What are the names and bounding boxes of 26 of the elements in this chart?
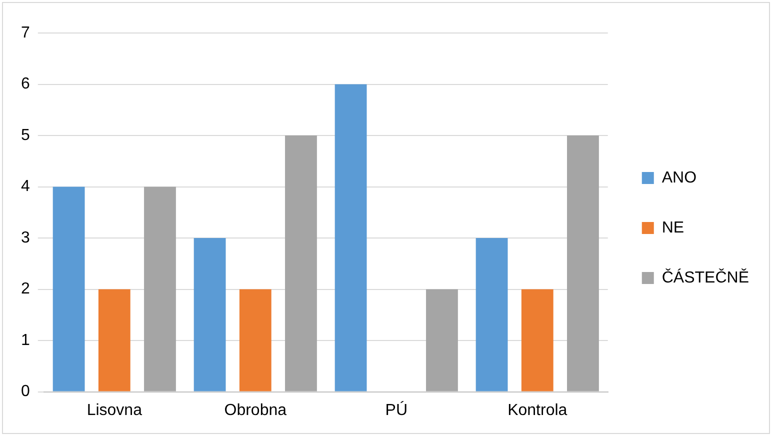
bar [334,84,367,392]
y-tick-label: 2 [20,280,30,298]
y-tick-label: 5 [20,126,30,144]
x-tick-label: Kontrola [508,402,568,419]
bar [194,238,226,392]
bar [239,289,272,392]
bar [144,186,176,392]
x-tick-label: PÚ [385,400,408,419]
y-tick-label: 4 [20,178,30,196]
legend-label: NE [662,219,684,236]
x-tick-label: Obrobna [224,402,287,419]
y-tick-label: 1 [20,332,30,349]
y-tick-label: 3 [20,229,30,246]
legend-label: ČÁSTEČNĚ [662,268,749,286]
bar [476,238,508,392]
bar [567,136,599,392]
y-tick-label: 6 [20,76,30,93]
bar [98,289,130,392]
legend-label: ANO [662,169,697,186]
bar [285,136,317,392]
bar [521,289,554,392]
y-tick-label: 7 [20,24,30,42]
bar [426,289,458,392]
bar [52,186,85,392]
x-tick-label: Lisovna [86,402,142,419]
y-tick-label: 0 [20,383,30,400]
